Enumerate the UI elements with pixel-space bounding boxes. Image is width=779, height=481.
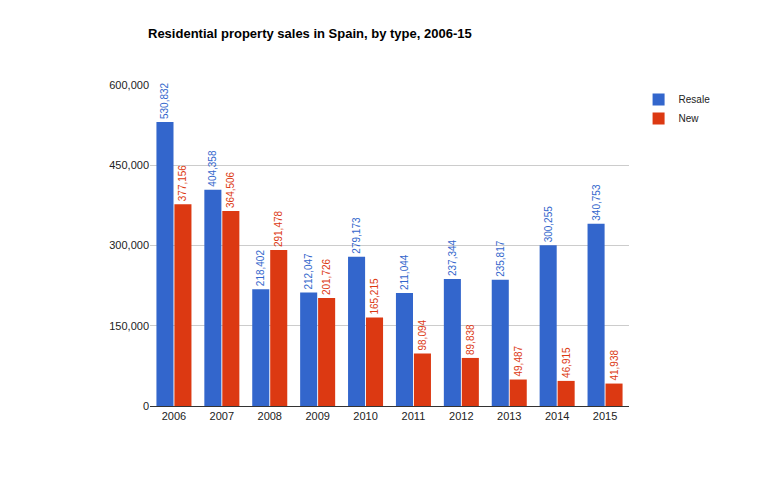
svg-text:98,094: 98,094 [417, 319, 428, 350]
svg-text:201,726: 201,726 [321, 258, 332, 295]
svg-text:2015: 2015 [593, 410, 617, 422]
svg-text:600,000: 600,000 [109, 79, 149, 91]
svg-text:2010: 2010 [353, 410, 377, 422]
svg-text:291,478: 291,478 [273, 210, 284, 247]
svg-text:279,173: 279,173 [351, 217, 362, 254]
svg-text:377,156: 377,156 [177, 165, 188, 202]
svg-text:2006: 2006 [162, 410, 186, 422]
svg-text:49,487: 49,487 [513, 345, 524, 376]
svg-text:89,838: 89,838 [465, 324, 476, 355]
svg-text:0: 0 [143, 400, 149, 412]
svg-text:212,047: 212,047 [303, 253, 314, 290]
svg-text:Residential property sales in: Residential property sales in Spain, by … [148, 26, 472, 41]
svg-text:2011: 2011 [402, 410, 426, 422]
svg-text:2009: 2009 [305, 410, 329, 422]
svg-text:2012: 2012 [449, 410, 473, 422]
svg-text:364,506: 364,506 [225, 171, 236, 208]
svg-text:2013: 2013 [497, 410, 521, 422]
svg-text:New: New [679, 113, 700, 124]
svg-text:2014: 2014 [545, 410, 569, 422]
svg-text:404,358: 404,358 [207, 150, 218, 187]
svg-text:150,000: 150,000 [109, 320, 149, 332]
svg-text:2007: 2007 [210, 410, 234, 422]
svg-text:165,215: 165,215 [369, 278, 380, 315]
svg-text:450,000: 450,000 [109, 159, 149, 171]
svg-text:2008: 2008 [258, 410, 282, 422]
svg-text:Resale: Resale [679, 94, 711, 105]
svg-text:530,832: 530,832 [159, 82, 170, 119]
svg-text:237,344: 237,344 [447, 239, 458, 276]
svg-text:340,753: 340,753 [591, 184, 602, 221]
svg-text:46,915: 46,915 [561, 347, 572, 378]
svg-text:211,044: 211,044 [399, 254, 410, 290]
svg-text:300,000: 300,000 [109, 239, 149, 251]
svg-text:235,817: 235,817 [495, 240, 506, 277]
svg-text:218,402: 218,402 [255, 250, 266, 287]
svg-text:300,255: 300,255 [543, 206, 554, 243]
svg-text:41,938: 41,938 [609, 350, 620, 381]
